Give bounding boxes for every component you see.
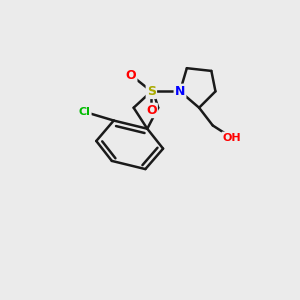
Text: O: O	[146, 104, 157, 117]
Text: N: N	[175, 85, 185, 98]
Text: S: S	[147, 85, 156, 98]
Text: O: O	[126, 68, 136, 82]
Text: Cl: Cl	[79, 107, 91, 117]
Text: OH: OH	[223, 133, 241, 143]
